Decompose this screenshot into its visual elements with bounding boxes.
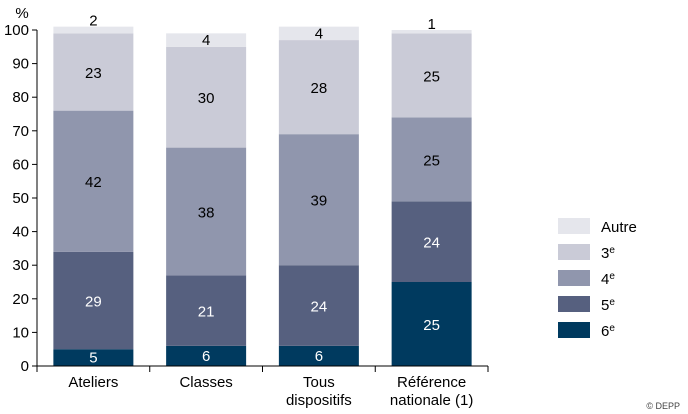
y-axis-unit-label: % [15,5,28,22]
bar-segment [53,110,134,252]
y-tick-label: 100 [4,22,29,39]
data-label: 25 [423,317,440,334]
data-label: 4 [315,25,323,42]
data-label: 39 [311,193,328,210]
x-category-label: nationale (1) [390,392,473,409]
credit-label: © DEPP [646,401,680,411]
legend-label-base: Autre [601,219,637,236]
legend-label-superscript: e [609,323,615,334]
y-tick-label: 50 [12,190,29,207]
bar-segment [166,275,247,346]
bar-segment [53,251,134,350]
y-tick-label: 60 [12,156,29,173]
y-axis: 0 10 20 30 40 50 60 70 80 90 100 [4,22,38,375]
legend-label: 6e [601,323,615,340]
y-tick-label: 40 [12,224,29,241]
bar-segment [391,33,472,118]
data-label: 24 [311,299,328,316]
data-label: 24 [423,235,440,252]
legend-label-base: 4 [601,271,609,288]
bar-segment [166,46,247,148]
bar-segment [53,26,134,34]
legend-label: 5e [601,297,615,314]
data-label: 6 [315,348,323,365]
bar-segment [166,33,247,47]
legend-label-base: 5 [601,297,609,314]
data-label: 6 [202,348,210,365]
data-label: 25 [423,68,440,85]
bar-segment [166,345,247,366]
legend-swatch [558,270,590,286]
legend-swatch [558,296,590,312]
x-category-label: Classes [179,374,232,391]
y-tick-label: 20 [12,291,29,308]
data-label: 1 [427,16,435,33]
y-tick-label: 80 [12,89,29,106]
bar-segment [278,134,359,266]
bar-segment [278,26,359,41]
legend-label-superscript: e [609,297,615,308]
bar-segment [166,147,247,276]
legend-label-superscript: e [609,245,615,256]
x-category-label: Tous [303,374,335,391]
x-category-label: dispositifs [286,392,352,409]
legend-swatch [558,244,590,260]
legend-label: 4e [601,271,615,288]
y-tick-label: 10 [12,324,29,341]
bar-segment [278,40,359,135]
bar-segment [53,349,134,366]
legend-swatch [558,218,590,234]
data-label: 2 [89,13,97,30]
legend-label-superscript: e [609,271,615,282]
legend-label: 3e [601,245,615,262]
data-label: 21 [198,304,215,321]
legend-swatch [558,322,590,338]
y-tick-label: 70 [12,123,29,140]
bar-segment [391,117,472,202]
data-label: 5 [89,350,97,367]
legend-label-base: 6 [601,323,609,340]
legend-label: Autre [601,219,637,236]
y-tick-label: 0 [21,358,29,375]
data-label: 28 [311,80,328,97]
data-label: 42 [85,174,102,191]
bar-segment [278,345,359,366]
y-tick-label: 30 [12,257,29,274]
bar-segment [278,265,359,346]
y-tick-label: 90 [12,56,29,73]
x-category-label: Référence [397,374,466,391]
data-label: 25 [423,152,440,169]
bar-segment [391,282,472,366]
bar-segment [53,33,134,111]
data-labels: 5 29 42 23 2 6 21 38 30 4 6 24 39 28 4 25 24 25 25 1 [85,13,440,367]
data-label: 4 [202,32,210,49]
data-label: 23 [85,65,102,82]
data-label: 38 [198,204,215,221]
bar-segment [391,201,472,282]
data-label: 30 [198,90,215,107]
legend-label-base: 3 [601,245,609,262]
bar-segment [391,30,472,34]
x-category-label: Ateliers [68,374,118,391]
bars [53,26,472,366]
data-label: 29 [85,293,102,310]
